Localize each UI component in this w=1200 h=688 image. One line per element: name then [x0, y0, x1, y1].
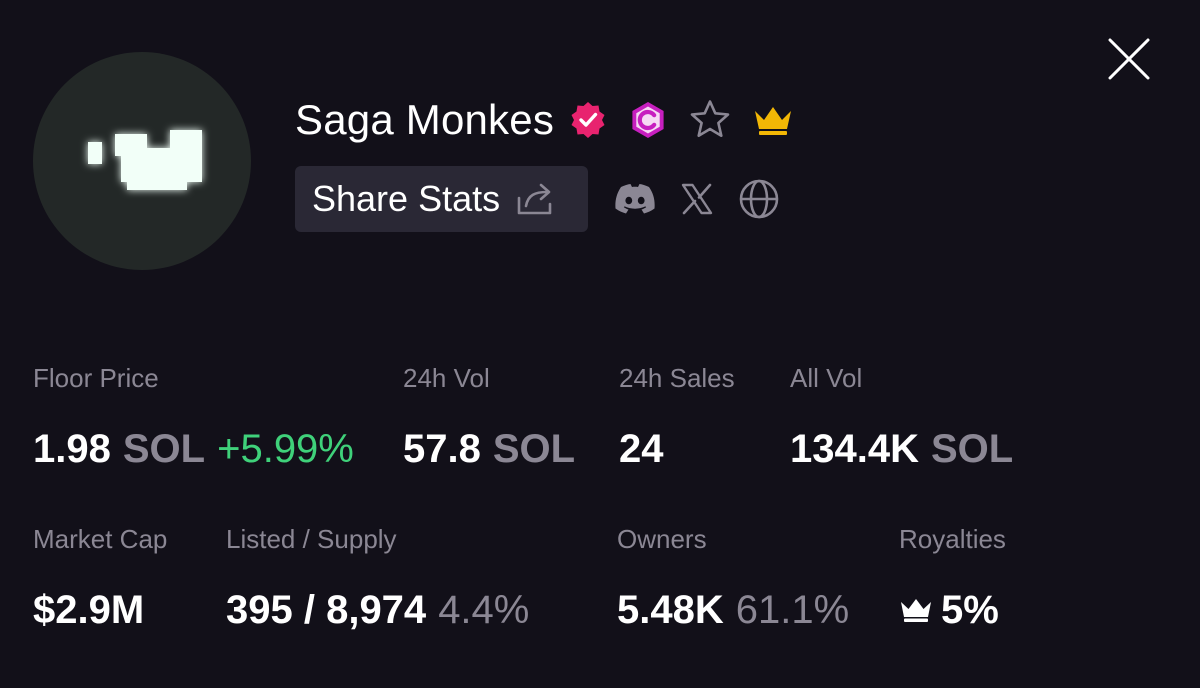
- royalty-crown-icon: [899, 597, 933, 623]
- listed-supply-stat: Listed / Supply 395 / 8,974 4.4%: [226, 524, 529, 633]
- listed-supply-value: 395 / 8,974: [226, 588, 427, 632]
- market-cap-stat: Market Cap $2.9M: [33, 524, 167, 633]
- market-cap-label: Market Cap: [33, 524, 168, 554]
- all-vol-label: All Vol: [790, 363, 863, 393]
- collection-name: Saga Monkes: [295, 96, 555, 143]
- share-icon: [516, 182, 554, 216]
- all-vol-value: 134.4K: [790, 427, 919, 471]
- crown-icon: [752, 103, 794, 137]
- sales-24h-value: 24: [619, 427, 664, 471]
- owners-percent: 61.1%: [735, 588, 850, 632]
- royalties-stat: Royalties 5%: [899, 524, 1006, 633]
- vol-24h-label: 24h Vol: [403, 363, 490, 393]
- share-stats-button[interactable]: Share Stats: [295, 166, 588, 232]
- x-icon[interactable]: [680, 183, 714, 215]
- globe-icon[interactable]: [738, 178, 780, 220]
- sales-24h-label: 24h Sales: [619, 363, 735, 393]
- floor-price-stat: Floor Price 1.98 SOL +5.99%: [33, 363, 354, 472]
- floor-price-value: 1.98: [33, 427, 111, 471]
- star-icon[interactable]: [688, 98, 732, 142]
- vol-24h-stat: 24h Vol 57.8 SOL: [403, 363, 575, 472]
- floor-price-label: Floor Price: [33, 363, 159, 393]
- share-stats-label: Share Stats: [312, 178, 501, 219]
- saga-monkes-logo: [88, 130, 202, 190]
- vol-24h-value: 57.8: [403, 427, 481, 471]
- all-vol-stat: All Vol 134.4K SOL: [790, 363, 1013, 472]
- owners-stat: Owners 5.48K 61.1%: [617, 524, 849, 633]
- c-badge-icon: [628, 100, 668, 140]
- vol-24h-unit: SOL: [492, 427, 576, 471]
- close-icon: [1108, 38, 1150, 80]
- title-row: Saga Monkes: [295, 92, 794, 148]
- discord-icon[interactable]: [614, 182, 656, 216]
- floor-price-change: +5.99%: [217, 427, 354, 471]
- listed-percent: 4.4%: [438, 588, 530, 632]
- owners-value: 5.48K: [617, 588, 724, 632]
- owners-label: Owners: [617, 524, 707, 554]
- floor-price-unit: SOL: [122, 427, 206, 471]
- royalties-label: Royalties: [899, 524, 1006, 554]
- listed-supply-label: Listed / Supply: [226, 524, 397, 554]
- collection-avatar: [33, 52, 251, 270]
- verified-badge-icon: [568, 100, 608, 140]
- sales-24h-stat: 24h Sales 24: [619, 363, 735, 472]
- close-button[interactable]: [1106, 36, 1152, 82]
- royalties-value: 5%: [941, 588, 999, 632]
- action-row: Share Stats: [295, 166, 780, 232]
- market-cap-value: $2.9M: [33, 588, 145, 632]
- all-vol-unit: SOL: [930, 427, 1014, 471]
